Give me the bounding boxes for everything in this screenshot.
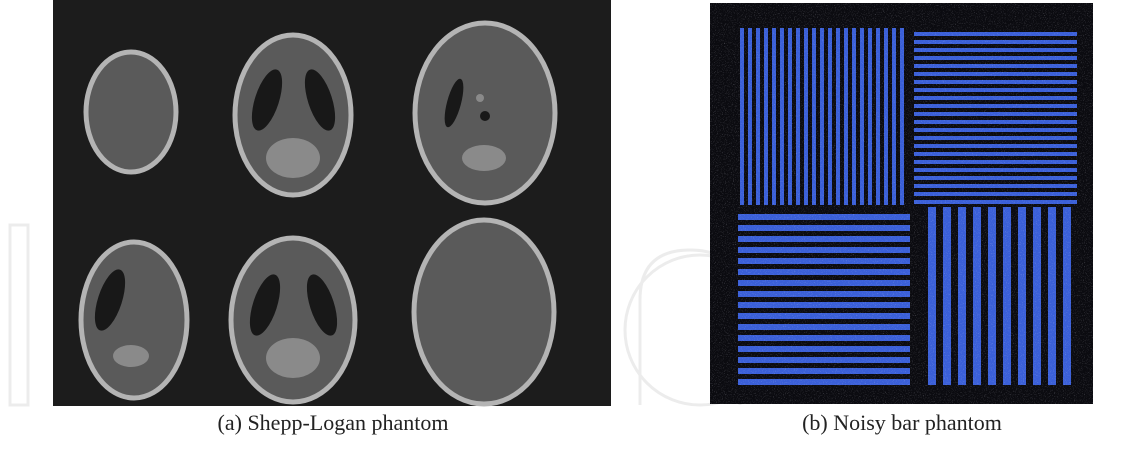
shepp-logan-image (53, 0, 611, 407)
noise-overlay (710, 3, 1093, 404)
caption: (a) Shepp-Logan phantom (218, 410, 449, 435)
caption: (b) Noisy bar phantom (802, 410, 1002, 435)
noisy-bar-image (710, 3, 1093, 404)
